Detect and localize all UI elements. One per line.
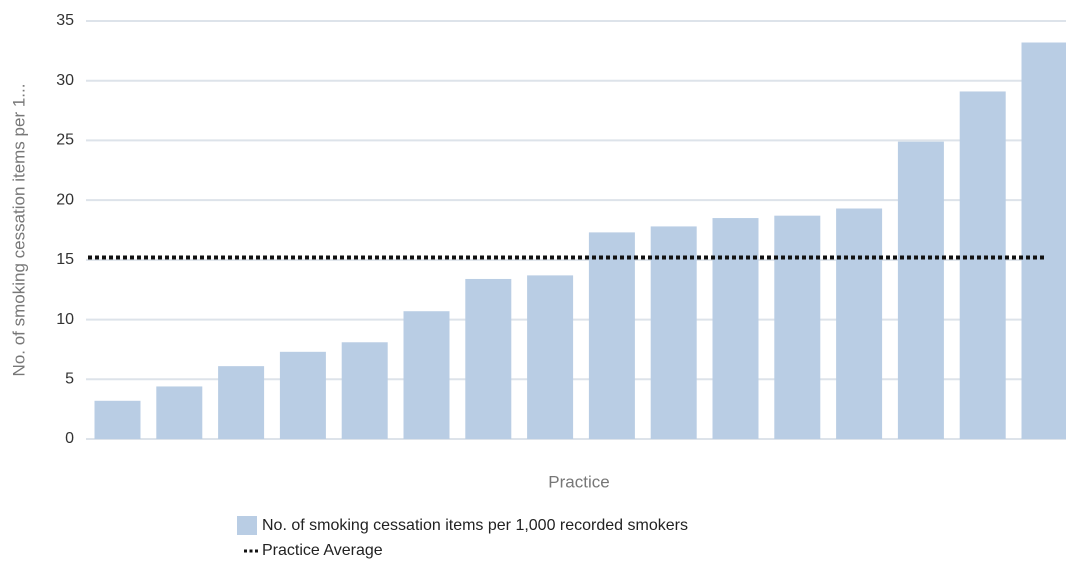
bar bbox=[712, 218, 759, 439]
y-tick-label: 30 bbox=[56, 72, 74, 89]
bar bbox=[774, 215, 821, 439]
bar bbox=[94, 400, 141, 439]
bar bbox=[403, 311, 450, 439]
bar bbox=[279, 351, 326, 439]
y-tick-label: 35 bbox=[56, 12, 74, 29]
bar bbox=[897, 141, 944, 439]
bar bbox=[341, 342, 388, 439]
y-tick-label: 25 bbox=[56, 132, 74, 149]
bar bbox=[650, 226, 697, 439]
x-axis-title: Practice bbox=[548, 472, 609, 491]
bar bbox=[588, 232, 635, 439]
bar bbox=[527, 275, 574, 439]
y-tick-label: 5 bbox=[65, 371, 74, 388]
bar bbox=[218, 366, 265, 439]
legend-label: No. of smoking cessation items per 1,000… bbox=[262, 517, 688, 534]
legend-label: Practice Average bbox=[262, 542, 383, 559]
y-tick-label: 10 bbox=[56, 311, 74, 328]
legend-swatch bbox=[237, 516, 257, 535]
bar bbox=[465, 278, 512, 439]
bar bbox=[959, 91, 1006, 439]
y-tick-label: 0 bbox=[65, 430, 74, 447]
y-axis-title: No. of smoking cessation items per 1... bbox=[9, 84, 28, 377]
y-tick-label: 15 bbox=[56, 251, 74, 268]
y-tick-label: 20 bbox=[56, 191, 74, 208]
bar bbox=[1021, 42, 1066, 440]
bar bbox=[836, 208, 883, 439]
bar bbox=[156, 386, 203, 439]
